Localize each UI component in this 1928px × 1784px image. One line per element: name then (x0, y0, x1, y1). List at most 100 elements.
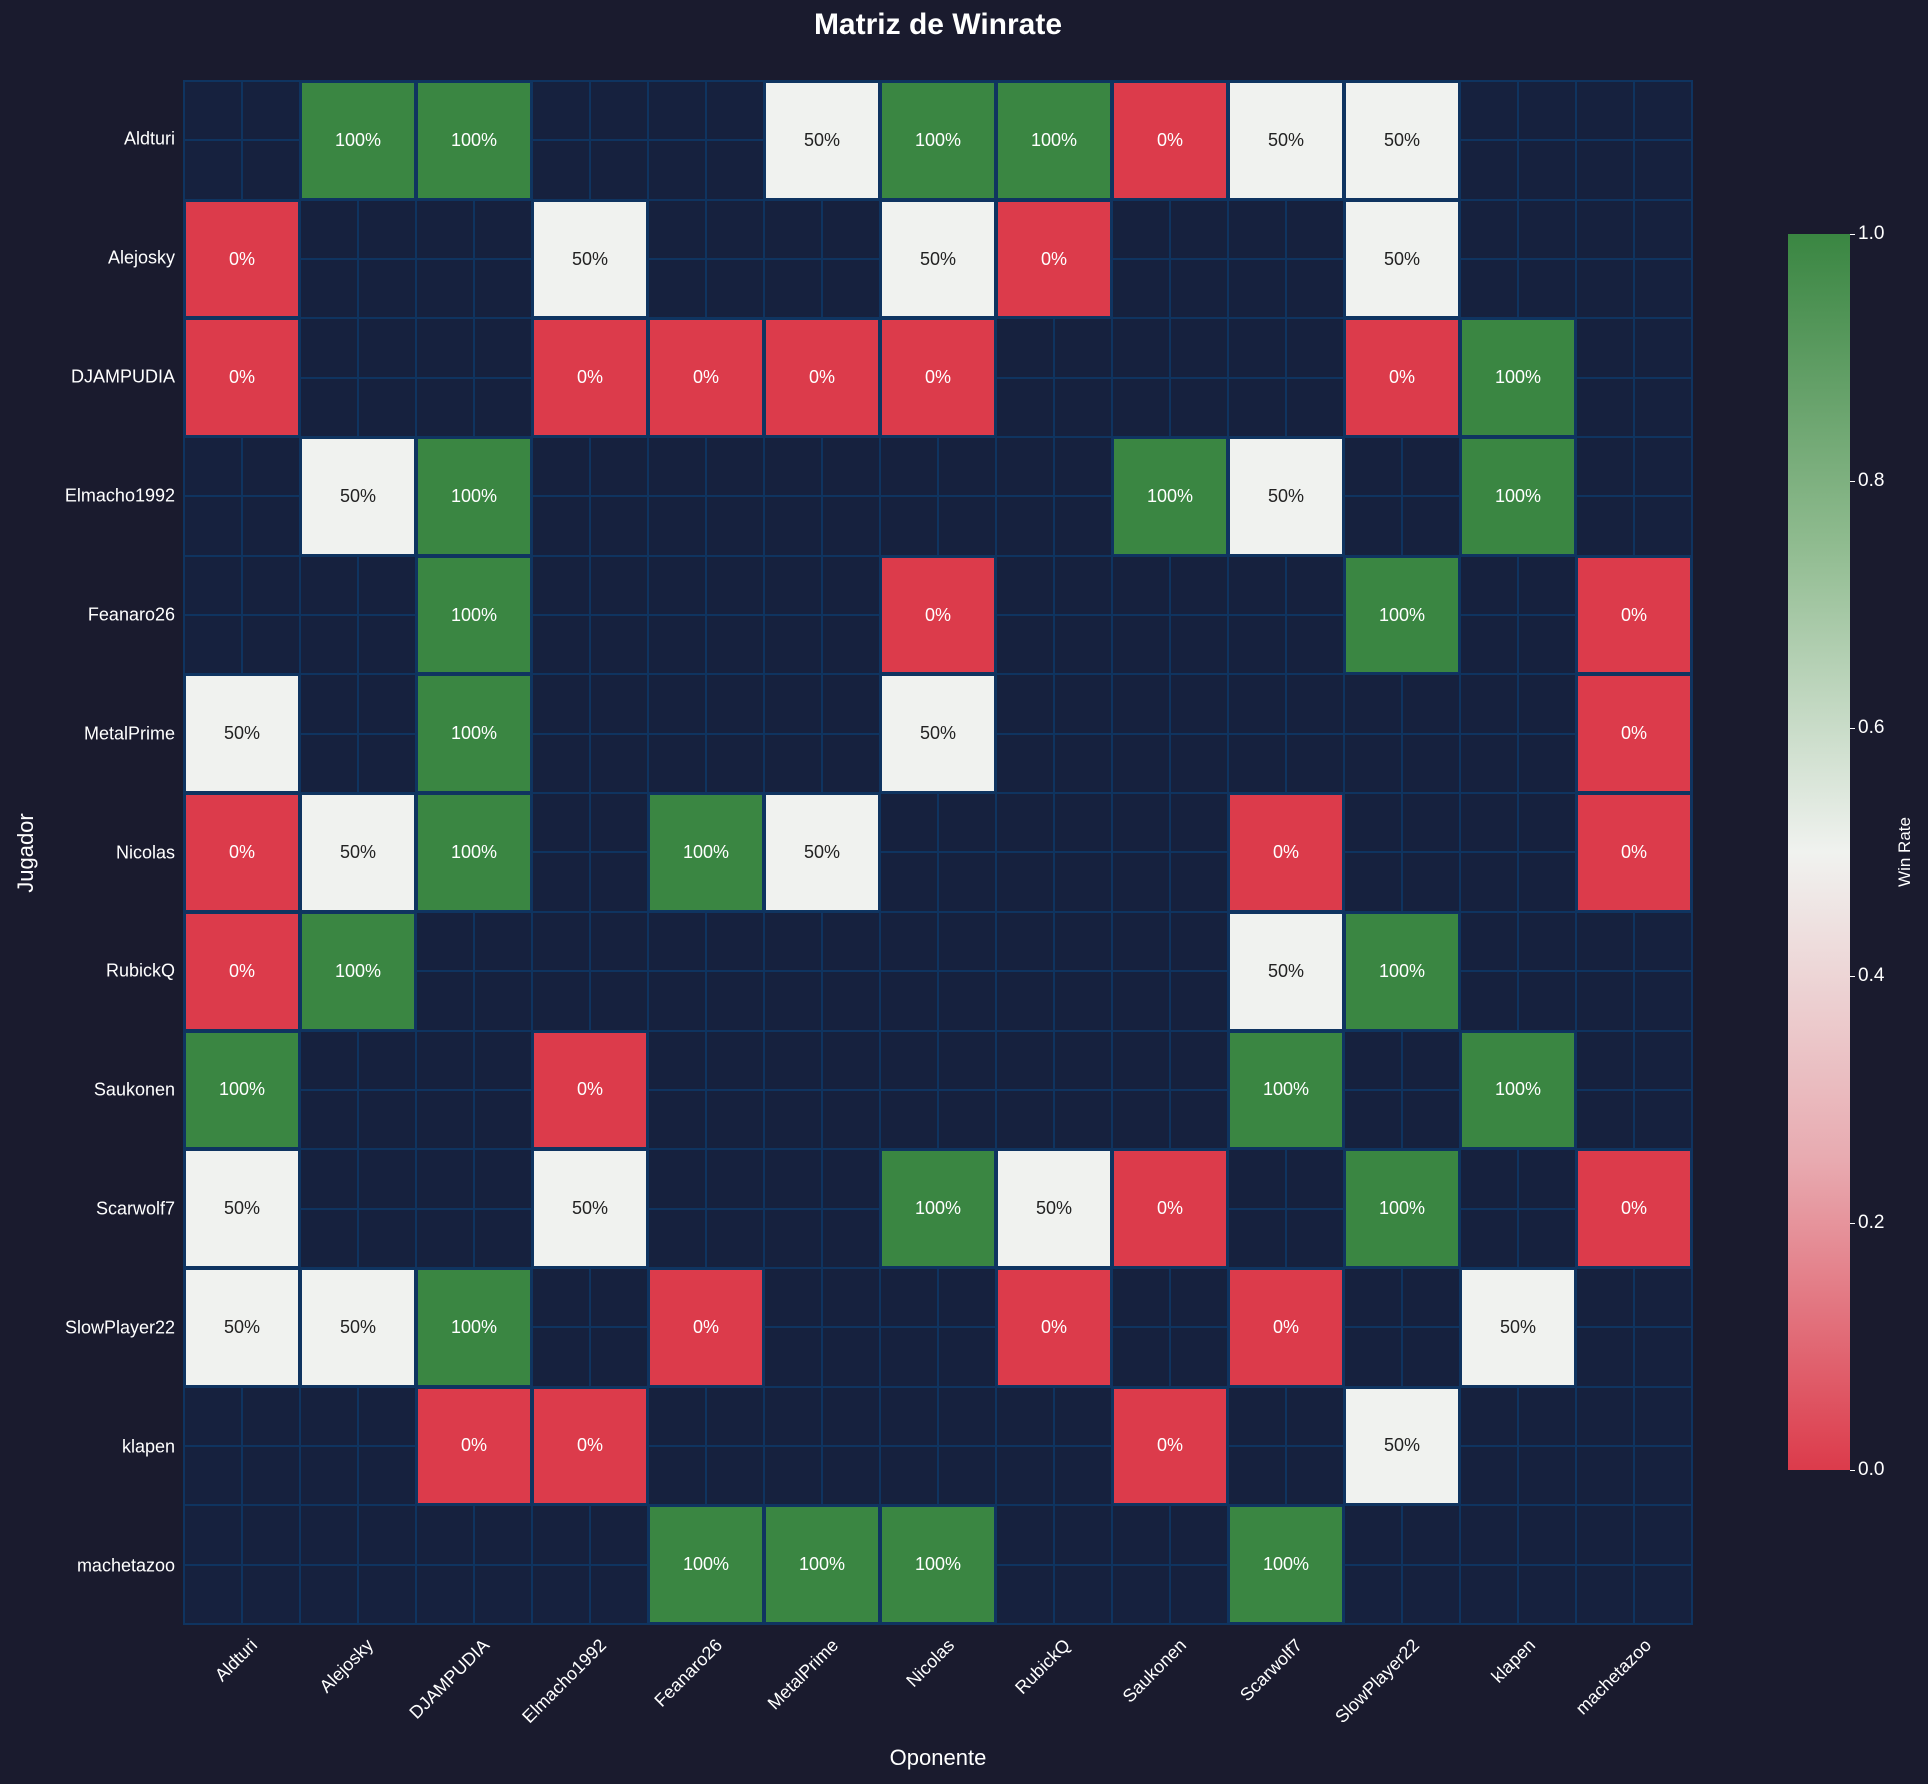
heatmap-cell: 0% (648, 1267, 764, 1387)
heatmap-cell: 100% (416, 437, 532, 556)
heatmap-cell: 100% (416, 81, 532, 200)
heatmap-cell: 100% (880, 1505, 996, 1624)
heatmap-cell (300, 555, 416, 675)
cell-value: 100% (1494, 367, 1542, 388)
heatmap-cell: 50% (300, 793, 416, 912)
y-tick-label: Feanaro26 (87, 604, 175, 625)
heatmap-cell (764, 911, 880, 1031)
cell-value: 100% (1378, 1198, 1426, 1219)
heatmap-cell: 0% (880, 555, 996, 675)
heatmap-cell (1576, 199, 1692, 319)
heatmap-cell (648, 674, 764, 794)
colorbar-tick-label: 0.8 (1858, 470, 1885, 492)
heatmap-cell: 100% (184, 1030, 300, 1150)
x-tick-label: SlowPlayer22 (1330, 1635, 1423, 1727)
heatmap-cell: 0% (184, 911, 300, 1031)
cell-value: 0% (1620, 1198, 1647, 1219)
heatmap-cell (1576, 1030, 1692, 1150)
y-tick-label: Saukonen (93, 1079, 175, 1100)
heatmap-cell: 100% (416, 793, 532, 912)
x-tick-label: Elmacho1992 (517, 1635, 610, 1727)
heatmap-cell: 0% (1576, 674, 1692, 794)
heatmap-cell: 100% (1460, 1030, 1576, 1150)
cell-value: 100% (334, 129, 382, 150)
heatmap-cell (1460, 1149, 1576, 1268)
cell-value: 100% (450, 604, 498, 625)
cell-value: 100% (218, 1079, 266, 1100)
cell-value: 50% (223, 1316, 261, 1337)
cell-value: 100% (1378, 604, 1426, 625)
heatmap-cell (1576, 1505, 1692, 1624)
heatmap-cell (184, 437, 300, 556)
heatmap-cell (532, 674, 648, 794)
heatmap-cell: 0% (1576, 555, 1692, 675)
heatmap-cell: 100% (1460, 437, 1576, 556)
heatmap-cell: 50% (880, 674, 996, 794)
heatmap-cell (1228, 674, 1344, 794)
cell-value: 0% (1040, 248, 1067, 269)
heatmap-cell: 0% (1112, 81, 1228, 200)
heatmap-cell (1460, 81, 1576, 200)
heatmap-cell: 0% (648, 318, 764, 438)
cell-value: 50% (919, 248, 957, 269)
heatmap-cell: 50% (1344, 199, 1460, 319)
cell-value: 0% (1620, 604, 1647, 625)
heatmap-cell (416, 911, 532, 1031)
x-tick-label: Scarwolf7 (1236, 1635, 1307, 1706)
heatmap-cell (532, 81, 648, 200)
x-tick-label: Feanaro26 (650, 1635, 726, 1711)
heatmap-cell (880, 911, 996, 1031)
heatmap-cell: 50% (184, 1149, 300, 1268)
cell-value: 0% (924, 604, 951, 625)
cell-value: 50% (1035, 1198, 1073, 1219)
cell-value: 100% (914, 1554, 962, 1575)
heatmap-cell (1344, 674, 1460, 794)
cell-value: 100% (682, 1554, 730, 1575)
cell-value: 0% (692, 1316, 719, 1337)
heatmap-cell: 100% (764, 1505, 880, 1624)
heatmap-cell (1576, 1267, 1692, 1387)
heatmap-cell (300, 1505, 416, 1624)
cell-value: 100% (1262, 1079, 1310, 1100)
heatmap-cell (1112, 1505, 1228, 1624)
heatmap-cell (880, 1267, 996, 1387)
heatmap-cell: 100% (648, 793, 764, 912)
heatmap-cell: 50% (1228, 437, 1344, 556)
heatmap-cell (1460, 555, 1576, 675)
colorbar-tick-label: 0.2 (1858, 1211, 1885, 1233)
heatmap-cell (532, 1267, 648, 1387)
heatmap-cell (1112, 1030, 1228, 1150)
heatmap-cell (1112, 318, 1228, 438)
heatmap-cell: 0% (1112, 1149, 1228, 1268)
heatmap-cell: 100% (996, 81, 1112, 200)
colorbar-tick-mark (1850, 1470, 1855, 1471)
heatmap-cell (1576, 437, 1692, 556)
heatmap-cell (764, 1386, 880, 1506)
cell-value: 0% (228, 841, 255, 862)
heatmap-cell (648, 1386, 764, 1506)
cell-value: 100% (450, 1316, 498, 1337)
heatmap-cell (996, 437, 1112, 556)
heatmap-cell: 0% (1344, 318, 1460, 438)
cell-value: 0% (1620, 841, 1647, 862)
cell-value: 0% (228, 248, 255, 269)
colorbar-tick-mark (1850, 481, 1855, 483)
cell-value: 0% (1156, 1435, 1183, 1456)
heatmap-cell: 0% (532, 1386, 648, 1506)
cell-value: 100% (1494, 1079, 1542, 1100)
heatmap-cell (532, 911, 648, 1031)
x-tick-label: Nicolas (902, 1635, 959, 1691)
heatmap-cell (648, 1149, 764, 1268)
heatmap-cell (300, 1030, 416, 1150)
heatmap-cell (996, 1505, 1112, 1624)
heatmap-cell (648, 437, 764, 556)
cell-value: 0% (576, 1079, 603, 1100)
heatmap-cell (1228, 199, 1344, 319)
heatmap-cell (1228, 1386, 1344, 1506)
y-tick-label: Alejosky (107, 247, 175, 268)
heatmap-cell (1460, 199, 1576, 319)
heatmap-cell: 0% (764, 318, 880, 438)
cell-value: 50% (1267, 485, 1305, 506)
heatmap-cell: 100% (416, 555, 532, 675)
y-tick-label: Elmacho1992 (64, 485, 175, 506)
